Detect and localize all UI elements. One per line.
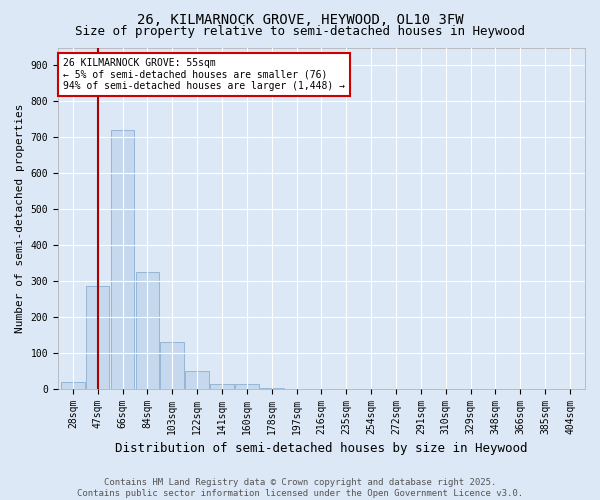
Bar xyxy=(210,384,234,388)
X-axis label: Distribution of semi-detached houses by size in Heywood: Distribution of semi-detached houses by … xyxy=(115,442,528,455)
Bar xyxy=(136,272,159,388)
Bar xyxy=(61,382,85,388)
Bar xyxy=(235,384,259,388)
Text: Contains HM Land Registry data © Crown copyright and database right 2025.
Contai: Contains HM Land Registry data © Crown c… xyxy=(77,478,523,498)
Text: Size of property relative to semi-detached houses in Heywood: Size of property relative to semi-detach… xyxy=(75,25,525,38)
Text: 26 KILMARNOCK GROVE: 55sqm
← 5% of semi-detached houses are smaller (76)
94% of : 26 KILMARNOCK GROVE: 55sqm ← 5% of semi-… xyxy=(63,58,345,91)
Bar xyxy=(111,130,134,388)
Y-axis label: Number of semi-detached properties: Number of semi-detached properties xyxy=(15,104,25,333)
Text: 26, KILMARNOCK GROVE, HEYWOOD, OL10 3FW: 26, KILMARNOCK GROVE, HEYWOOD, OL10 3FW xyxy=(137,12,463,26)
Bar xyxy=(86,286,109,388)
Bar xyxy=(160,342,184,388)
Bar xyxy=(185,370,209,388)
